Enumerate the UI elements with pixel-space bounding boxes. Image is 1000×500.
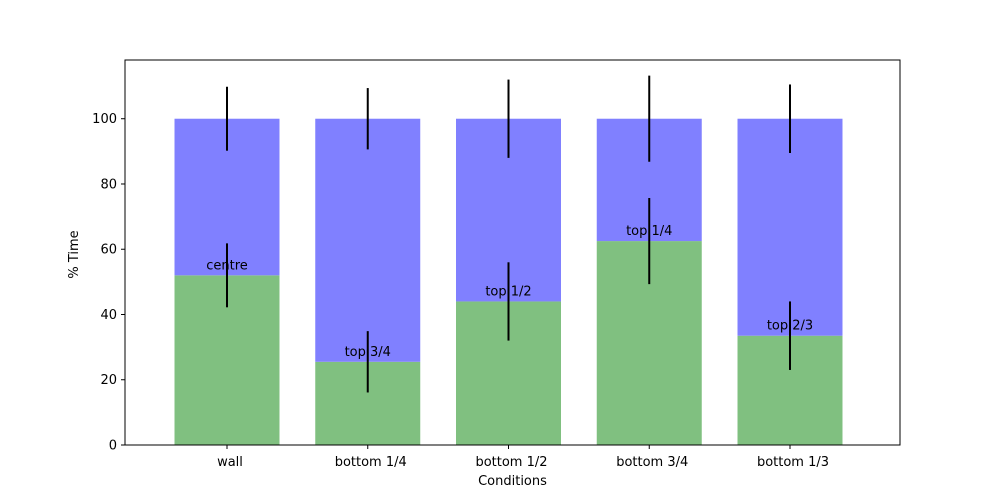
x-tick-label-0: wall: [217, 455, 243, 470]
y-tick-label-3: 60: [100, 243, 117, 258]
bar-label-3: top 1/4: [626, 224, 672, 239]
bar-label-4: top 2/3: [767, 319, 813, 334]
bar-top-4: [737, 118, 843, 336]
x-tick-label-1: bottom 1/4: [335, 455, 407, 470]
y-tick-label-5: 100: [92, 112, 117, 127]
y-tick-label-0: 0: [109, 439, 117, 454]
bar-label-1: top 3/4: [345, 345, 391, 360]
x-axis-label: Conditions: [478, 474, 547, 489]
y-axis-label: % Time: [67, 230, 82, 278]
bar-label-2: top 1/2: [485, 284, 531, 299]
plot-frame: [124, 59, 901, 446]
x-tick-label-3: bottom 3/4: [616, 455, 688, 470]
y-tick-label-2: 40: [100, 308, 117, 323]
x-tick-label-4: bottom 1/3: [757, 455, 829, 470]
x-tick-label-2: bottom 1/2: [475, 455, 547, 470]
y-tick-label-4: 80: [100, 177, 117, 192]
bar-label-0: centre: [206, 258, 248, 273]
bar-top-1: [315, 118, 421, 362]
y-tick-label-1: 20: [100, 373, 117, 388]
